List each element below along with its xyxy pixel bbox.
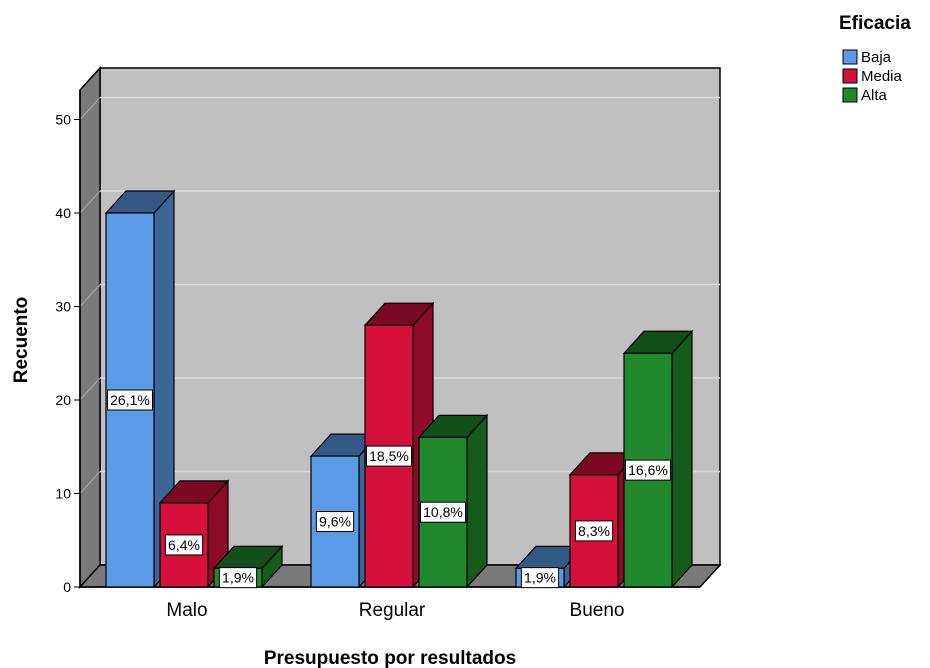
bar-alta-bueno: 16,6%	[622, 329, 694, 589]
data-label-box	[420, 501, 466, 523]
legend-label-alta: Alta	[861, 87, 888, 104]
x-axis-title: Presupuesto por resultados	[264, 648, 516, 668]
bar-media-regular: 18,5%	[363, 301, 435, 589]
bars: 26,1% 6,4% 1,9% 9,6% 18,5% 10,8% 1,9% 8,3% 16,6%	[104, 189, 694, 589]
legend-title: Eficacia	[839, 13, 911, 34]
side-gridline	[79, 97, 101, 120]
legend-swatch-media	[842, 68, 858, 84]
y-tick-label: 30	[55, 299, 71, 315]
data-label-box	[107, 389, 153, 411]
data-label: 16,6%	[628, 462, 668, 478]
y-tick-label: 20	[55, 392, 71, 408]
y-tick-label: 10	[55, 486, 71, 502]
legend-swatch-baja	[842, 49, 858, 65]
y-tick-label: 50	[55, 112, 71, 128]
data-label: 1,9%	[222, 570, 254, 586]
side-gridline	[79, 377, 101, 401]
side-gridline	[79, 284, 101, 307]
data-label-box	[315, 511, 355, 533]
x-tick-label: Malo	[166, 600, 207, 621]
x-tick-label: Bueno	[570, 600, 625, 621]
data-label: 10,8%	[423, 504, 463, 520]
data-label: 8,3%	[578, 523, 610, 539]
data-label-box	[366, 445, 412, 467]
data-label: 18,5%	[369, 448, 409, 464]
data-label-box	[164, 534, 204, 556]
legend-swatch-alta	[842, 87, 858, 103]
data-label: 9,6%	[319, 514, 351, 530]
legend-label-media: Media	[861, 68, 903, 85]
side-gridline	[79, 190, 101, 214]
y-tick-label: 0	[63, 579, 71, 595]
data-label: 6,4%	[168, 537, 200, 553]
legend-label-baja: Baja	[861, 49, 892, 66]
bar-baja-malo: 26,1%	[104, 189, 176, 589]
data-label-box	[520, 567, 560, 589]
bar-side	[466, 413, 488, 589]
data-label-box	[574, 520, 614, 542]
data-label: 26,1%	[110, 392, 150, 408]
data-label-box	[625, 459, 671, 481]
bar-side	[671, 329, 693, 589]
side-gridline	[79, 471, 101, 494]
bar-alta-malo: 1,9%	[212, 544, 284, 589]
data-label: 1,9%	[524, 570, 556, 586]
legend: Eficacia Baja Media Alta	[839, 13, 911, 104]
x-axis-categories: Malo Regular Bueno	[166, 600, 624, 621]
y-tick-label: 40	[55, 205, 71, 221]
bar-alta-regular: 10,8%	[417, 413, 489, 589]
data-label-box	[218, 567, 258, 589]
side-wall	[79, 66, 101, 589]
y-axis-title: Recuento	[11, 297, 32, 384]
x-tick-label: Regular	[359, 600, 426, 621]
